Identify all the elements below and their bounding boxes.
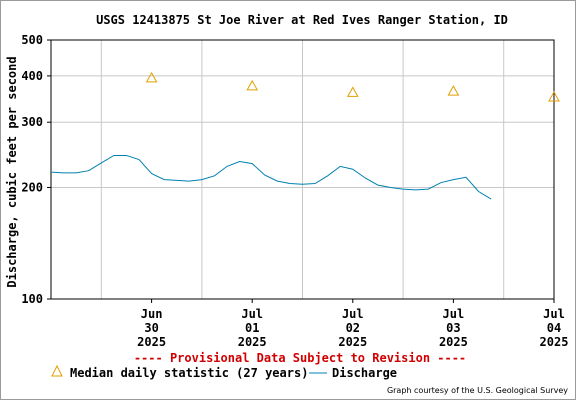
x-tick-label: 02	[346, 321, 360, 335]
x-tick-label: 2025	[540, 335, 569, 349]
legend-median-label: Median daily statistic (27 years)	[70, 366, 308, 380]
x-tick-label: Jul	[342, 307, 364, 321]
x-tick-label: 2025	[238, 335, 267, 349]
x-tick-labels: Jun302025Jul012025Jul022025Jul032025Jul0…	[137, 299, 568, 349]
x-tick-label: Jul	[543, 307, 565, 321]
x-tick-label: 01	[245, 321, 259, 335]
x-tick-label: 30	[144, 321, 158, 335]
median-point	[246, 79, 259, 91]
median-point	[145, 71, 158, 83]
discharge-series-line	[50, 155, 492, 200]
legend: Median daily statistic (27 years) Discha…	[51, 364, 397, 380]
chart-title: USGS 12413875 St Joe River at Red Ives R…	[96, 13, 508, 27]
provisional-note: ---- Provisional Data Subject to Revisio…	[134, 351, 466, 365]
x-tick-label: 03	[446, 321, 460, 335]
median-point	[548, 90, 560, 102]
legend-median-marker	[51, 364, 63, 377]
median-markers	[145, 71, 560, 102]
y-tick-label: 100	[21, 292, 43, 306]
x-tick-label: 04	[547, 321, 561, 335]
x-tick-label: 2025	[439, 335, 468, 349]
x-tick-label: 2025	[137, 335, 166, 349]
y-tick-label: 400	[21, 69, 43, 83]
x-tick-label: Jun	[141, 307, 163, 321]
y-tick-label: 300	[21, 115, 43, 129]
x-tick-label: Jul	[241, 307, 263, 321]
y-tick-labels: 100 200 300 400 500	[21, 33, 51, 306]
y-tick-label: 200	[21, 180, 43, 194]
credit-note: Graph courtesy of the U.S. Geological Su…	[387, 386, 568, 395]
median-point	[447, 85, 460, 96]
x-tick-label: Jul	[443, 307, 465, 321]
y-tick-label: 500	[21, 33, 43, 47]
median-point	[346, 86, 359, 97]
grid-lines	[51, 40, 554, 299]
plot-area-border	[50, 39, 555, 300]
legend-discharge-label: Discharge	[332, 366, 397, 380]
x-tick-label: 2025	[338, 335, 367, 349]
y-axis-label: Discharge, cubic feet per second	[5, 56, 19, 287]
